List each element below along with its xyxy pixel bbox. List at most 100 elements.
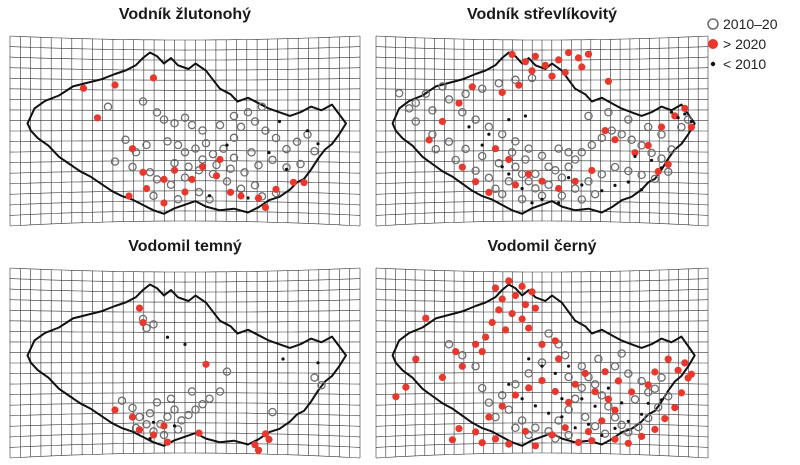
record-recent bbox=[577, 383, 587, 393]
record-recent bbox=[451, 155, 460, 165]
record-recent bbox=[604, 402, 613, 411]
record-recent bbox=[557, 191, 567, 200]
record-recent bbox=[471, 166, 480, 175]
record-recent bbox=[243, 108, 253, 117]
record-new bbox=[412, 355, 420, 363]
record-recent bbox=[511, 380, 520, 389]
record-new bbox=[135, 426, 144, 434]
record-recent bbox=[653, 402, 663, 412]
record-new bbox=[561, 68, 569, 77]
record-new bbox=[628, 388, 636, 396]
country-border bbox=[391, 51, 696, 215]
record-recent bbox=[551, 166, 560, 175]
record-recent bbox=[557, 173, 567, 182]
record-recent bbox=[394, 89, 404, 98]
record-new bbox=[624, 439, 632, 447]
record-old bbox=[305, 129, 310, 133]
record-new bbox=[160, 175, 168, 183]
record-recent bbox=[577, 148, 587, 157]
record-new bbox=[226, 188, 235, 196]
record-new bbox=[111, 81, 119, 89]
records-old bbox=[148, 335, 320, 441]
record-new bbox=[402, 383, 410, 391]
record-recent bbox=[677, 122, 686, 132]
record-recent bbox=[600, 429, 610, 438]
legend-item-recent: 2010–20 bbox=[706, 14, 778, 34]
record-recent bbox=[643, 122, 653, 132]
record-recent bbox=[166, 394, 176, 403]
record-new bbox=[505, 155, 513, 164]
record-new bbox=[505, 277, 513, 285]
record-recent bbox=[229, 153, 239, 163]
record-new bbox=[611, 406, 619, 414]
record-old bbox=[567, 176, 571, 180]
record-recent bbox=[194, 187, 204, 197]
record-recent bbox=[431, 144, 441, 154]
record-new bbox=[521, 427, 529, 435]
record-new bbox=[472, 340, 480, 348]
record-recent bbox=[428, 130, 437, 139]
record-recent bbox=[517, 416, 527, 425]
record-old bbox=[165, 335, 170, 339]
record-recent bbox=[229, 111, 239, 121]
record-recent bbox=[152, 175, 162, 184]
record-new bbox=[142, 185, 151, 193]
record-new bbox=[631, 149, 639, 157]
record-recent bbox=[310, 146, 319, 156]
record-old bbox=[540, 197, 544, 201]
record-recent bbox=[564, 430, 573, 440]
legend-label-new: > 2020 bbox=[723, 36, 767, 52]
record-new bbox=[478, 348, 486, 356]
record-recent bbox=[180, 113, 190, 123]
record-recent bbox=[554, 416, 563, 425]
record-recent bbox=[590, 421, 600, 431]
record-new bbox=[525, 384, 533, 392]
record-old bbox=[507, 118, 511, 122]
record-new bbox=[528, 67, 536, 75]
record-recent bbox=[411, 117, 421, 126]
record-new bbox=[261, 430, 270, 438]
records-old bbox=[507, 357, 664, 437]
record-new bbox=[644, 141, 652, 150]
records-new bbox=[111, 304, 273, 454]
record-recent bbox=[554, 144, 563, 153]
record-new bbox=[638, 432, 646, 440]
record-recent bbox=[617, 130, 626, 139]
record-new bbox=[657, 123, 666, 131]
records-new bbox=[79, 74, 308, 211]
record-new bbox=[272, 185, 280, 193]
record-old bbox=[225, 143, 229, 147]
record-recent bbox=[630, 395, 640, 404]
record-new bbox=[565, 49, 573, 57]
record-recent bbox=[145, 167, 155, 177]
record-recent bbox=[531, 423, 540, 432]
record-new bbox=[538, 177, 546, 185]
record-old bbox=[659, 398, 664, 402]
record-new bbox=[202, 360, 210, 368]
record-old bbox=[172, 424, 177, 428]
record-new bbox=[139, 319, 147, 327]
record-new bbox=[170, 166, 179, 174]
record-recent bbox=[282, 144, 291, 154]
record-new bbox=[671, 404, 679, 412]
record-recent bbox=[212, 160, 221, 170]
record-recent bbox=[624, 369, 633, 378]
record-new bbox=[472, 428, 480, 436]
record-recent bbox=[128, 403, 137, 413]
record-recent bbox=[584, 177, 593, 186]
record-recent bbox=[142, 140, 151, 150]
record-new bbox=[455, 425, 463, 433]
record-recent bbox=[597, 133, 607, 143]
record-recent bbox=[627, 135, 636, 145]
record-new bbox=[521, 301, 529, 309]
record-recent bbox=[477, 383, 487, 393]
record-recent bbox=[504, 405, 514, 414]
record-new bbox=[491, 284, 500, 292]
record-recent bbox=[180, 173, 190, 182]
record-recent bbox=[271, 133, 281, 143]
small-dot-icon bbox=[706, 57, 720, 71]
record-recent bbox=[142, 419, 151, 429]
record-recent bbox=[236, 184, 246, 194]
record-new bbox=[491, 435, 500, 443]
record-new bbox=[531, 442, 539, 450]
